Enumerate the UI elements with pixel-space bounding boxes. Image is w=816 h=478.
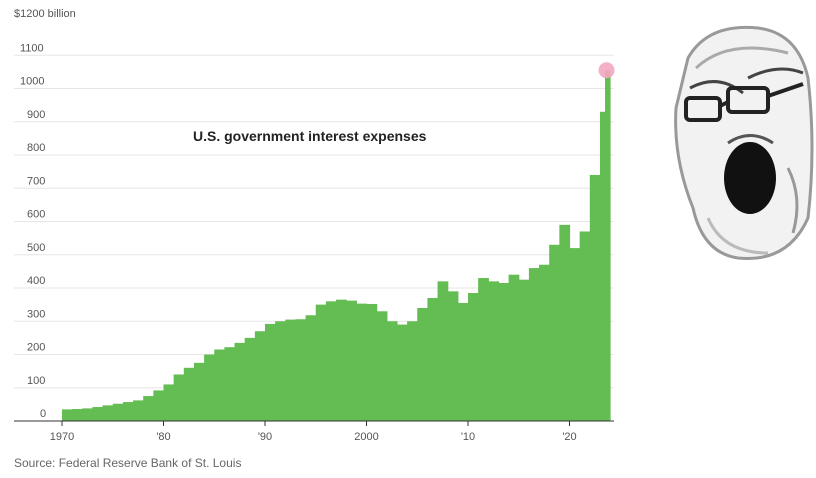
x-tick-label: '20 [562,431,576,443]
y-tick-label: 300 [27,308,45,320]
bar [346,300,357,421]
bar [92,407,104,421]
bar [295,319,307,421]
gridlines [14,54,614,389]
bar [204,354,215,421]
y-tick-label: 900 [27,109,45,121]
x-tick-label: 2000 [354,431,378,443]
bar [386,321,398,421]
bar [528,268,540,421]
bar [254,331,266,421]
bar [336,299,347,421]
bar [82,408,94,421]
chart-title: U.S. government interest expenses [193,128,427,144]
bar [102,405,114,421]
bar [488,281,500,421]
x-tick-label: 1970 [50,431,74,443]
bar [407,321,418,421]
bar [193,362,205,421]
bar [325,301,337,421]
bar [265,323,276,421]
y-tick-label: 1000 [20,76,44,88]
y-tick-label: 1100 [20,42,44,54]
bar [478,278,489,421]
bar [599,111,606,422]
bar [62,409,73,421]
bar [112,403,124,421]
y-unit-label: $1200 billion [14,8,76,20]
x-tick-labels: 1970 '80 '90 2000 '10 '20 [50,421,577,443]
bar [234,342,246,421]
bar [539,264,550,421]
bar [163,384,175,421]
bar [417,307,428,421]
bar [376,311,388,421]
bar [285,319,297,421]
y-tick-label: 200 [27,342,45,354]
x-tick-label: '10 [461,431,475,443]
bar [153,390,165,421]
bar [468,292,479,421]
y-tick-labels: 0 100 200 300 400 500 600 700 800 900 1000 1100 [20,42,46,420]
bar [122,402,134,421]
y-tick-label: 400 [27,275,45,287]
bar [366,303,378,421]
bar [508,274,520,421]
y-tick-label: 500 [27,242,45,254]
bar [457,302,469,421]
y-tick-label: 100 [27,375,45,387]
soyjak-face-image [674,25,814,260]
bar [549,244,560,421]
bar [498,283,510,421]
bar [224,347,236,421]
bars [62,62,615,422]
bar [173,374,185,421]
latest-value-highlight [598,62,615,79]
bar [569,248,581,421]
bar [143,396,154,421]
bar [315,304,327,421]
bar [133,400,144,421]
bar [396,324,408,421]
bar [183,367,195,421]
x-tick-label: '80 [156,431,170,443]
bar [579,231,591,421]
bar [447,291,459,421]
bar [275,321,286,421]
bar [605,70,611,422]
bar [437,281,449,421]
bar [559,224,571,421]
x-tick-label: '90 [258,431,272,443]
bar [214,349,225,421]
bar [427,297,439,421]
y-tick-label: 700 [27,175,45,187]
bar [72,409,83,421]
bar [518,279,530,421]
bar [356,303,368,421]
y-tick-label: 800 [27,142,45,154]
bar [244,337,256,421]
y-tick-label: 600 [27,209,45,221]
source-note: Source: Federal Reserve Bank of St. Loui… [14,456,242,470]
bar [589,174,601,421]
bar [305,315,317,421]
y-tick-label: 0 [40,408,46,420]
